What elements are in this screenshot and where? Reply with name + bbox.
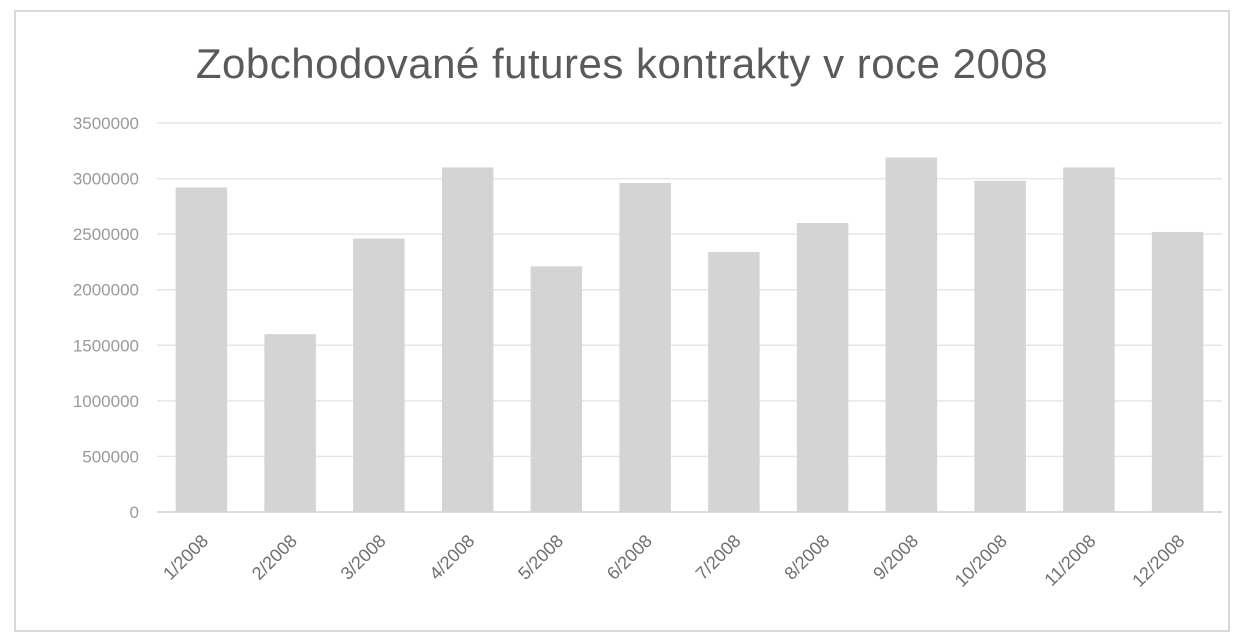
y-axis-ticks: 0 500000 1000000 1500000 2000000 2500000 30000… [73, 114, 139, 522]
y-tick-label: 3500000 [73, 114, 139, 133]
chart-title: Zobchodované futures kontrakty v roce 20… [195, 40, 1049, 87]
bar [796, 223, 849, 512]
bar [175, 187, 228, 512]
x-tick-label: 1/2008 [159, 531, 212, 584]
x-tick-label: 5/2008 [514, 531, 567, 584]
y-tick-label: 3000000 [73, 170, 139, 189]
bar [441, 167, 494, 512]
y-tick-label: 1500000 [73, 336, 139, 355]
bar [885, 157, 938, 512]
x-tick-label: 10/2008 [951, 531, 1011, 591]
bar [1063, 167, 1115, 512]
y-tick-label: 1000000 [73, 392, 139, 411]
x-tick-label: 4/2008 [425, 531, 478, 584]
x-tick-label: 2/2008 [248, 531, 301, 584]
x-tick-label: 12/2008 [1128, 531, 1188, 591]
y-tick-label: 0 [130, 503, 139, 522]
x-tick-label: 3/2008 [337, 531, 390, 584]
x-axis-ticks: 1/2008 2/2008 3/2008 4/2008 5/2008 6/2008 7/20… [159, 531, 1188, 591]
x-tick-label: 7/2008 [692, 531, 745, 584]
x-tick-label: 8/2008 [780, 531, 833, 584]
bars [175, 157, 1204, 513]
y-tick-label: 2000000 [73, 281, 139, 300]
x-tick-label: 11/2008 [1040, 531, 1099, 590]
bar [1151, 231, 1204, 513]
bar [530, 266, 583, 512]
bar [708, 251, 760, 512]
x-tick-label: 9/2008 [869, 531, 922, 584]
y-tick-label: 500000 [82, 447, 139, 466]
bar [974, 180, 1026, 512]
gridlines [157, 122, 1222, 513]
y-tick-label: 2500000 [73, 225, 139, 244]
bar [353, 238, 405, 513]
bar [619, 183, 671, 512]
x-tick-label: 6/2008 [603, 531, 656, 584]
bar [264, 334, 316, 512]
